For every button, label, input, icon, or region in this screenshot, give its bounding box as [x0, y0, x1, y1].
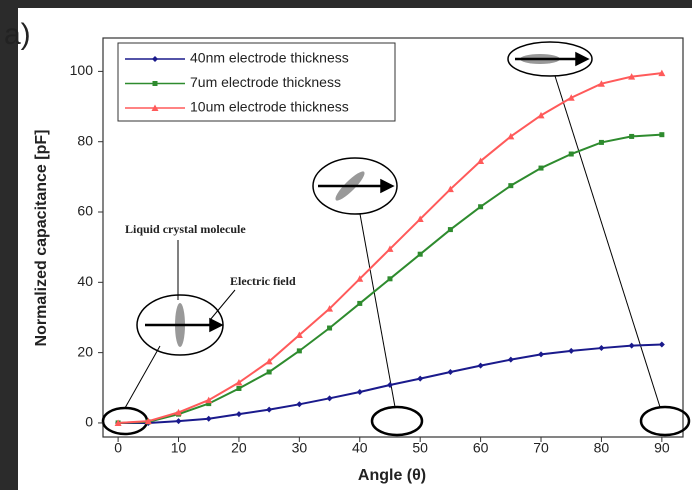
- highlight-circle: [370, 405, 424, 437]
- highlight-circle: [639, 405, 691, 437]
- pointer: [359, 213, 396, 408]
- marker: [446, 185, 454, 193]
- marker: [295, 331, 303, 339]
- marker: [447, 227, 453, 233]
- marker: [235, 411, 242, 418]
- annotation: Liquid crystal molecule: [125, 222, 246, 236]
- x-tick-label: 60: [473, 440, 489, 456]
- marker: [597, 80, 605, 87]
- marker: [327, 325, 333, 331]
- marker: [357, 300, 363, 306]
- marker: [205, 415, 212, 422]
- x-tick-label: 50: [412, 440, 428, 456]
- y-tick-label: 0: [85, 414, 93, 430]
- marker: [205, 396, 213, 404]
- y-tick-label: 80: [77, 132, 93, 148]
- x-tick-label: 90: [654, 440, 670, 456]
- x-tick-label: 80: [594, 440, 610, 456]
- marker: [235, 379, 243, 386]
- marker: [567, 94, 575, 101]
- marker: [538, 351, 545, 358]
- marker: [628, 73, 636, 80]
- marker: [598, 345, 605, 352]
- marker: [356, 275, 364, 282]
- y-tick-label: 60: [77, 203, 93, 219]
- marker: [265, 357, 273, 365]
- legend-label: 10um electrode thickness: [190, 99, 349, 115]
- annotation: Electric field: [230, 274, 296, 288]
- marker: [658, 341, 665, 348]
- marker: [114, 419, 122, 426]
- panel-label: a): [4, 18, 31, 51]
- illustrations: [101, 41, 691, 437]
- marker: [628, 342, 635, 349]
- marker: [356, 389, 363, 396]
- marker: [447, 368, 454, 375]
- x-tick-label: 0: [114, 440, 122, 456]
- marker: [326, 305, 334, 312]
- marker: [416, 215, 424, 223]
- x-tick-label: 10: [171, 440, 187, 456]
- marker: [658, 69, 666, 77]
- marker: [417, 375, 424, 382]
- marker: [538, 165, 544, 171]
- marker: [296, 401, 303, 408]
- marker: [175, 418, 182, 425]
- marker: [175, 408, 183, 416]
- marker: [477, 157, 485, 165]
- legend-label: 7um electrode thickness: [190, 74, 341, 90]
- marker: [206, 401, 212, 407]
- marker: [386, 245, 394, 252]
- marker: [386, 381, 393, 388]
- marker: [417, 251, 423, 257]
- y-tick-label: 100: [70, 62, 94, 78]
- x-tick-label: 20: [231, 440, 247, 456]
- y-axis-label: Normalized capacitance [pF]: [33, 130, 50, 347]
- marker: [296, 348, 302, 354]
- y-tick-label: 20: [77, 343, 93, 359]
- marker: [326, 395, 333, 402]
- arrow-head: [575, 51, 590, 67]
- marker: [537, 111, 545, 119]
- legend-marker: [151, 104, 159, 111]
- marker: [568, 347, 575, 354]
- plot-frame: [102, 37, 684, 438]
- legend-marker: [152, 56, 158, 62]
- marker: [508, 183, 514, 189]
- marker: [507, 132, 515, 140]
- marker: [568, 151, 574, 157]
- pointer: [124, 345, 161, 409]
- legend-marker: [152, 81, 158, 86]
- marker: [477, 362, 484, 369]
- marker: [478, 204, 484, 210]
- pointer: [554, 75, 661, 408]
- x-tick-label: 30: [292, 440, 308, 456]
- marker: [629, 133, 635, 139]
- pointer: [209, 289, 236, 321]
- marker: [266, 369, 272, 375]
- marker: [659, 132, 665, 138]
- marker: [266, 406, 273, 413]
- marker: [236, 385, 242, 391]
- arrow-head: [380, 178, 395, 194]
- marker: [387, 276, 393, 282]
- arrow-head: [209, 317, 224, 333]
- legend-label: 40nm electrode thickness: [190, 50, 349, 66]
- x-axis-label: Angle (θ): [358, 467, 426, 484]
- y-tick-label: 40: [77, 273, 93, 289]
- marker: [144, 417, 152, 425]
- x-tick-label: 40: [352, 440, 368, 456]
- x-tick-label: 70: [533, 440, 549, 456]
- icon-ellipse: [312, 157, 398, 215]
- marker: [598, 139, 604, 145]
- icon-ellipse: [507, 41, 593, 77]
- marker: [507, 356, 514, 363]
